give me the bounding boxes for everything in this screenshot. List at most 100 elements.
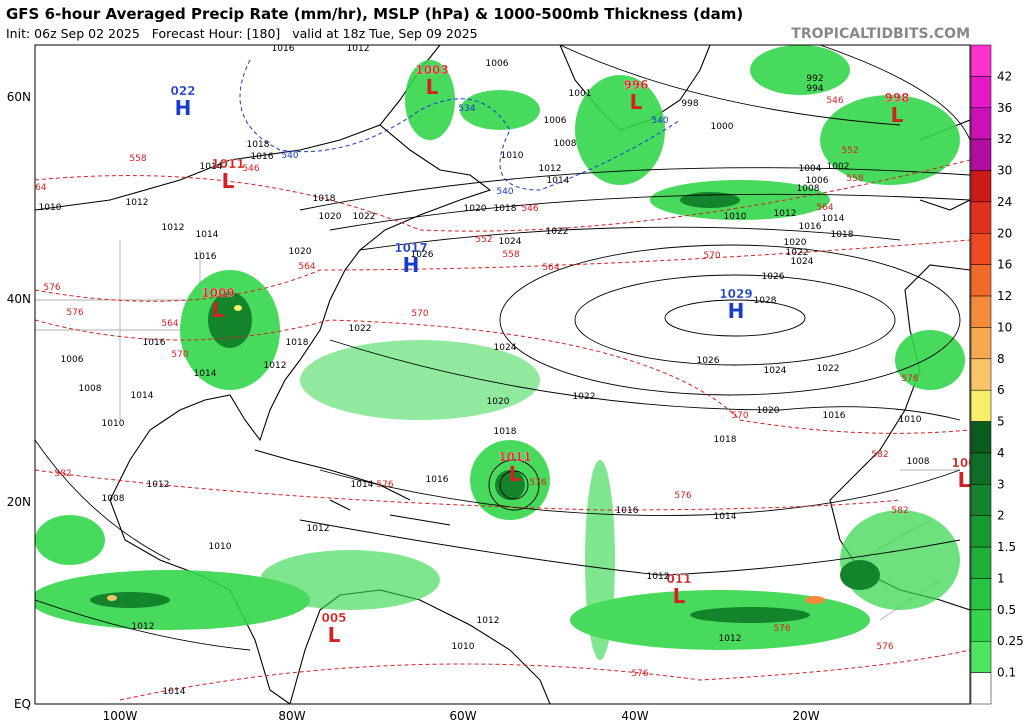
colorbar-swatch — [970, 484, 992, 516]
colorbar-swatch — [970, 421, 992, 454]
center-value: 011 — [666, 572, 691, 586]
isobar-label: 1016 — [616, 506, 639, 516]
thickness-label: 576 — [376, 480, 393, 490]
isobar-label: 1001 — [569, 89, 592, 99]
isobar-label: 994 — [806, 84, 823, 94]
isobar-label: 1016 — [143, 338, 166, 348]
isobar-label: 1006 — [544, 116, 567, 126]
isobar-label: 1020 — [464, 204, 487, 214]
isobar-label: 1002 — [827, 162, 850, 172]
isobar-label: 1026 — [697, 356, 720, 366]
isobar-label: 1012 — [126, 198, 149, 208]
isobar-label: 1018 — [494, 427, 517, 437]
thickness-label: 576 — [66, 308, 83, 318]
isobar-label: 1014 — [196, 230, 219, 240]
colorbar-swatch — [970, 672, 992, 705]
isobar-label: 1026 — [762, 272, 785, 282]
subtitle: Init: 06z Sep 02 2025 Forecast Hour: [18… — [6, 26, 478, 41]
isobar-label: 1020 — [784, 238, 807, 248]
center-symbol: L — [630, 90, 643, 114]
thickness-label: 546 — [242, 164, 259, 174]
thickness-lines — [35, 159, 970, 701]
colorbar-swatch — [970, 452, 992, 485]
isobar-label: 1014 — [714, 512, 737, 522]
colorbar-swatch — [970, 546, 992, 579]
isobar-label: 1016 — [823, 411, 846, 421]
cold-thickness-label: 540 — [496, 187, 513, 197]
colorbar-label: 0.5 — [997, 603, 1016, 617]
center-symbol: L — [328, 623, 341, 647]
colorbar-label: 20 — [997, 226, 1012, 240]
center-symbol: L — [958, 468, 971, 492]
lon-label: 60W — [449, 709, 476, 723]
center-symbol: L — [212, 298, 225, 322]
center-value: 1017 — [394, 241, 427, 255]
isobar-label: 1010 — [899, 415, 922, 425]
thickness-label: 546 — [826, 96, 843, 106]
colorbar-swatch — [970, 389, 992, 422]
colorbar-swatch — [970, 138, 992, 171]
thickness-label: 582 — [54, 469, 71, 479]
center-value: 1009 — [201, 286, 234, 300]
isobar-label: 1020 — [319, 212, 342, 222]
isobar-label: 1010 — [39, 203, 62, 213]
colorbar-label: 4 — [997, 446, 1005, 460]
isobar-label: 1014 — [194, 369, 217, 379]
lon-label: 80W — [278, 709, 305, 723]
colorbar-label: 0.1 — [997, 666, 1016, 680]
isobar-label: 1012 — [477, 616, 500, 626]
map-frame — [34, 44, 971, 705]
isobar-label: 1012 — [307, 524, 330, 534]
colorbar-label: 32 — [997, 132, 1012, 146]
isobar-label: 1010 — [209, 542, 232, 552]
center-symbol: H — [728, 299, 745, 323]
center-value: 022 — [170, 84, 195, 98]
thickness-label: 576 — [43, 283, 60, 293]
thickness-label: 552 — [475, 235, 492, 245]
isobar-label: 1016 — [272, 44, 295, 54]
colorbar-label: 42 — [997, 69, 1012, 83]
isobar-label: 1022 — [786, 248, 809, 258]
isobar-label: 1024 — [764, 366, 787, 376]
center-value: 1011 — [498, 450, 531, 464]
colorbar-swatch — [970, 76, 992, 109]
isobar-label: 1012 — [539, 164, 562, 174]
isobar-label: 1012 — [132, 622, 155, 632]
isobar-label: 1016 — [251, 152, 274, 162]
precipitation — [35, 45, 965, 660]
thickness-label: 576 — [674, 491, 691, 501]
colorbar-label: 30 — [997, 164, 1012, 178]
colorbar-swatch — [970, 609, 992, 642]
isobar-label: 1010 — [452, 642, 475, 652]
center-symbol: L — [426, 75, 439, 99]
lon-label: 20W — [792, 709, 819, 723]
thickness-label: 576 — [529, 478, 546, 488]
thickness-label: 582 — [871, 450, 888, 460]
center-symbol: H — [175, 96, 192, 120]
center-value: 996 — [623, 78, 648, 92]
cold-thickness-label: 540 — [651, 116, 668, 126]
colorbar-label: 1 — [997, 571, 1005, 585]
center-symbol: L — [222, 169, 235, 193]
thickness-label: 564 — [298, 262, 315, 272]
thickness-label: 564 — [816, 203, 833, 213]
isobar-label: 1022 — [349, 324, 372, 334]
center-value: 005 — [321, 611, 346, 625]
lat-label: 40N — [7, 292, 31, 306]
thickness-label: 570 — [171, 350, 188, 360]
isobar-label: 1014 — [200, 162, 223, 172]
colorbar-swatch — [970, 640, 992, 673]
colorbar-swatch — [970, 295, 992, 328]
isobar-label: 1008 — [102, 494, 125, 504]
isobar-label: 1012 — [162, 223, 185, 233]
isobar-label: 1022 — [353, 212, 376, 222]
colorbar-swatch — [970, 327, 992, 360]
isobar-label: 1012 — [774, 209, 797, 219]
isobar-label: 1016 — [426, 475, 449, 485]
colorbar-swatch — [970, 201, 992, 234]
thickness-label: 576 — [876, 642, 893, 652]
isobar-label: 1022 — [817, 364, 840, 374]
